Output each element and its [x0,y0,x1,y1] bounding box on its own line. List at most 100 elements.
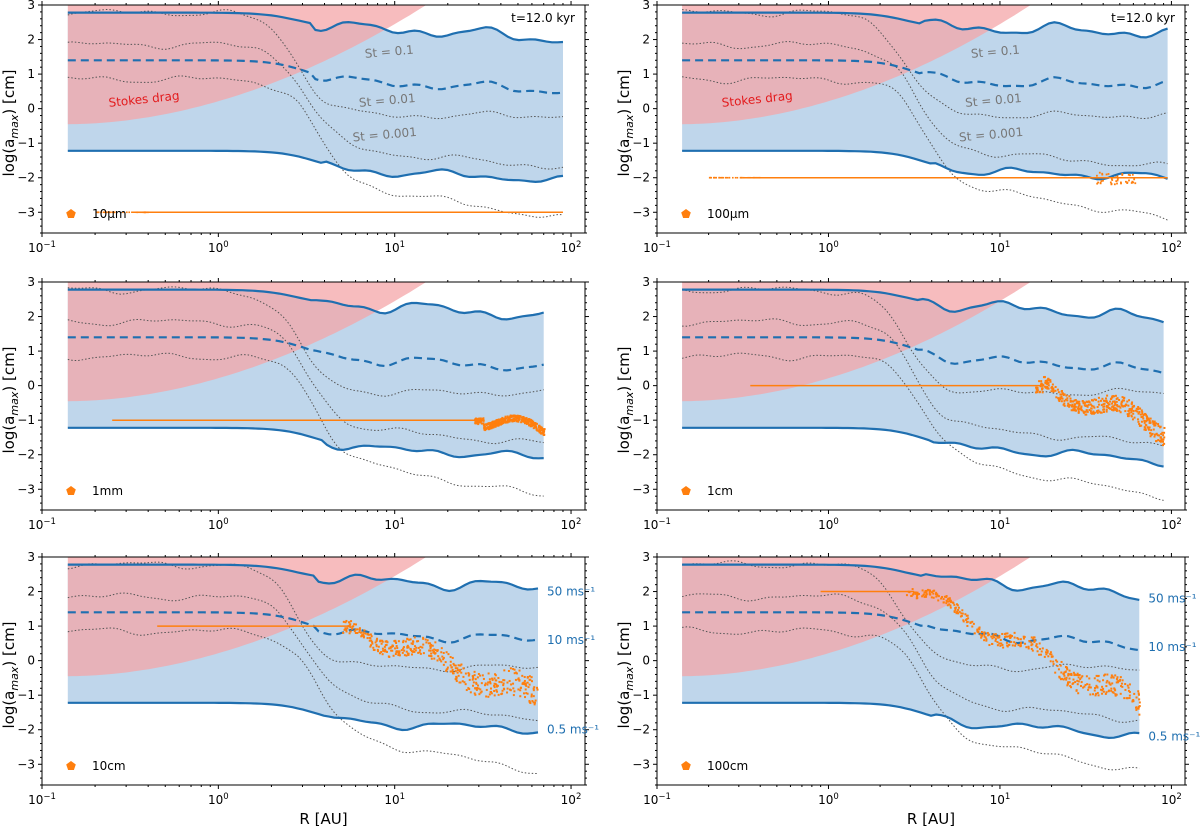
x-tick-label: 100 [818,240,839,255]
x-tick-label: 102 [561,517,582,532]
dust-point [916,591,919,594]
dust-point [1051,387,1054,390]
dust-point [523,675,526,678]
dust-point [758,176,760,179]
dust-point [488,422,491,425]
dust-point [474,420,477,423]
y-tick-label: 3 [642,0,650,12]
dust-point [410,653,413,656]
st-label: St = 0.01 [965,91,1023,110]
dust-point [398,654,401,657]
x-tick-base: 10 [1161,241,1176,255]
dust-point [1096,675,1099,678]
x-tick-label: 101 [384,240,405,255]
dust-point [1123,404,1126,407]
dust-point [1149,432,1152,435]
dust-point [344,627,347,630]
dust-point [1159,439,1162,442]
dust-point [921,589,924,592]
dust-point [483,427,486,430]
dust-point [1121,396,1124,399]
dust-point [376,637,379,640]
x-tick-label: 100 [208,240,229,255]
dust-point [522,416,525,419]
dust-point [385,643,388,646]
dust-point [145,211,147,214]
y-tick-label: −2 [17,448,35,462]
dust-point [1011,644,1014,647]
dust-point [440,651,443,654]
dust-point [489,687,492,690]
dust-point [1102,690,1105,693]
dust-particles [708,171,1168,186]
st-line-3 [682,76,1168,221]
time-label: t=12.0 kyr [1111,11,1175,25]
dust-point [1100,411,1103,414]
dust-point [991,642,994,645]
dust-point [456,671,459,674]
dust-point [541,429,544,432]
dust-point [503,679,506,682]
dust-point [1047,378,1050,381]
velocity-label: 10 ms⁻¹ [1148,640,1196,654]
dust-point [477,672,480,675]
dust-point [379,639,382,642]
dust-point [941,595,944,598]
dust-point [1125,403,1128,406]
dust-point [1063,404,1066,407]
dust-point [493,684,496,687]
dust-point [1013,636,1016,639]
dust-point [354,628,357,631]
dust-point [1066,683,1069,686]
dust-point [1107,406,1110,409]
dust-point [362,636,365,639]
dust-point [1110,687,1113,690]
dust-point [1067,403,1070,406]
dust-point [537,429,540,432]
dust-point [1113,400,1116,403]
dust-point [1097,403,1100,406]
dust-point [361,634,364,637]
dust-point [921,595,924,598]
drag-region [682,5,1031,125]
dust-point [747,176,750,179]
dust-point [1030,636,1033,639]
dust-point [1044,381,1047,384]
dust-point [524,421,527,424]
dust-point [1005,641,1008,644]
dust-point [462,667,465,670]
frag-mid-line [67,611,539,644]
dust-point [422,643,425,646]
x-tick-label: 10−1 [28,240,56,255]
y-tick-label: 1 [27,344,35,358]
dust-point [984,636,987,639]
dust-point [485,427,488,430]
dust-point [993,636,996,639]
dust-point [511,414,514,417]
dust-point [429,647,432,650]
dust-point [935,591,938,594]
dust-point [1025,646,1028,649]
dust-point [1163,436,1166,439]
dust-point [1085,409,1088,412]
dust-point [1060,395,1063,398]
dust-point [1068,681,1071,684]
dust-point [444,661,447,664]
dust-point [715,176,717,179]
dust-point [1070,409,1073,412]
dust-point [518,417,521,420]
y-tick-label: 1 [27,67,35,81]
dust-point [1155,440,1158,443]
dust-point [949,599,952,602]
dust-point [487,426,490,429]
dust-point [1080,405,1083,408]
dust-point [489,682,492,685]
dust-point [905,594,908,597]
dust-point [403,654,406,657]
dust-point [1111,400,1114,403]
dust-point [935,595,938,598]
dust-point [1073,403,1076,406]
x-tick-base: 10 [28,793,43,807]
dust-point [449,656,452,659]
dust-point [529,418,532,421]
